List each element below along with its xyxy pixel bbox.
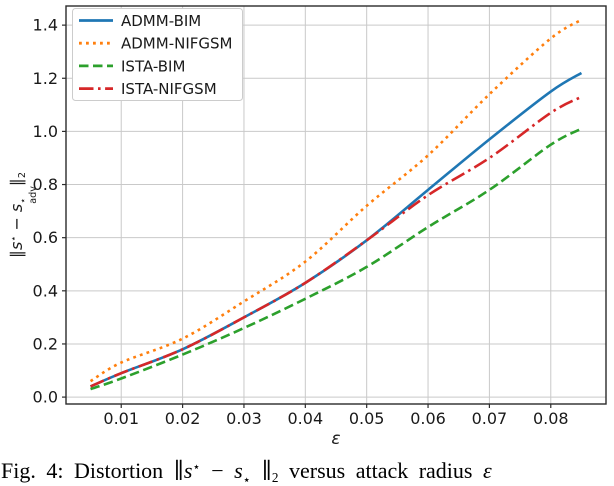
legend-box	[72, 8, 243, 101]
legend-item-label: ISTA-NIFGSM	[121, 80, 217, 98]
legend-item: ADMM-NIFGSM	[79, 35, 232, 53]
s-symbol: s	[7, 203, 26, 213]
x-tick-label: 0.02	[165, 409, 201, 428]
series-line-ista-bim	[90, 127, 583, 391]
y-axis-label: ∥s⋆ − s ⋆ adv ∥2	[7, 172, 39, 258]
legend-item: ADMM-BIM	[79, 12, 201, 30]
caption-suffix: versus attack radius	[278, 458, 483, 483]
y-tick-label: 1.2	[33, 69, 58, 88]
adv-subscript: adv	[28, 186, 40, 204]
x-tick-label: 0.05	[349, 409, 385, 428]
two-subscript: 2	[271, 469, 279, 485]
distortion-chart: 0.01 0.02 0.03 0.04 0.05 0.06 0.07 0.08 0.0 0.2 0.…	[33, 5, 607, 428]
legend-item: ISTA-BIM	[79, 57, 185, 75]
minus-sign: −	[7, 212, 26, 236]
s-symbol: s	[234, 458, 243, 483]
star-superscript: ⋆	[8, 235, 20, 242]
y-tick-label: 0.0	[33, 388, 58, 407]
y-tick-label: 0.4	[33, 281, 58, 300]
series-line-ista-nifgsm	[90, 95, 583, 388]
x-tick-label: 0.06	[410, 409, 446, 428]
minus-sign: −	[200, 458, 235, 483]
legend-item: ISTA-NIFGSM	[79, 80, 217, 98]
y-tick-label: 0.2	[33, 334, 58, 353]
norm-close: ∥	[261, 458, 272, 483]
series-line-admm-nifgsm	[89, 18, 583, 383]
legend-item-label: ADMM-NIFGSM	[121, 35, 232, 53]
x-tick-label: 0.08	[533, 409, 569, 428]
ticks	[62, 24, 552, 408]
plot-frame	[65, 5, 607, 405]
norm-open: ∥	[7, 250, 26, 258]
y-tick-label: 1.4	[33, 16, 58, 35]
legend: ADMM-BIM ADMM-NIFGSM ISTA-BIM ISTA-NIFGSM	[72, 8, 243, 101]
norm-close: ∥	[7, 178, 26, 187]
x-tick-label: 0.04	[288, 409, 324, 428]
epsilon-symbol: ε	[482, 458, 492, 483]
x-tick-label: 0.01	[103, 409, 139, 428]
series-line-admm-bim	[90, 71, 583, 388]
caption-prefix: Fig. 4: Distortion	[1, 458, 174, 483]
star-adv-stack: ⋆adv	[243, 473, 262, 486]
star-superscript: ⋆	[192, 458, 201, 474]
x-axis-label: ε	[331, 429, 341, 449]
y-tick-label: 0.8	[33, 175, 58, 194]
x-tick-label: 0.07	[472, 409, 508, 428]
y-tick-label: 1.0	[33, 122, 58, 141]
two-subscript: 2	[16, 171, 28, 179]
legend-item-label: ISTA-BIM	[121, 57, 185, 75]
star-superscript: ⋆	[242, 471, 251, 486]
y-tick-label: 0.6	[33, 228, 58, 247]
legend-item-label: ADMM-BIM	[121, 12, 201, 30]
star-adv-stack: ⋆adv	[18, 186, 40, 204]
s-symbol: s	[7, 241, 26, 250]
figure-caption: Fig. 4: Distortion ∥s⋆ − s⋆adv∥2 versus …	[1, 458, 614, 486]
s-symbol: s	[183, 458, 193, 483]
norm-open: ∥	[173, 458, 184, 483]
x-tick-label: 0.03	[226, 409, 262, 428]
